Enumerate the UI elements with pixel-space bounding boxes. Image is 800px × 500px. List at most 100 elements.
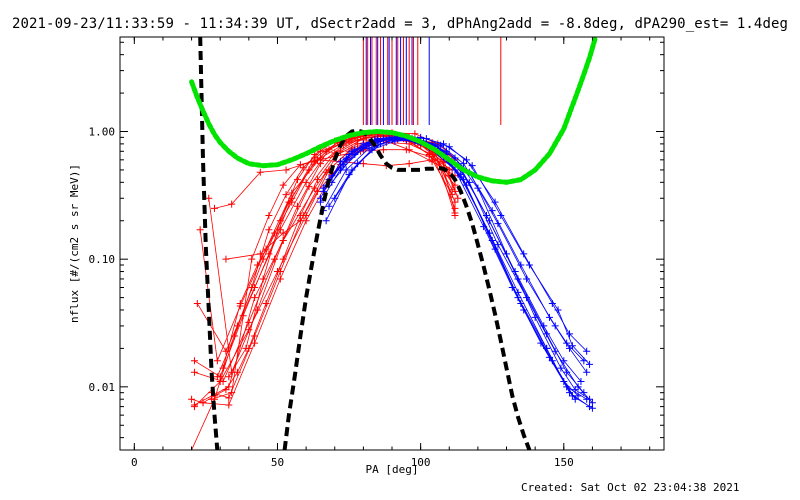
blue-series-point-12-10 (563, 339, 571, 347)
red-series-point-13-4 (282, 191, 290, 199)
blue-series-point-9-0 (331, 194, 339, 202)
blue-series-point-12-7 (494, 220, 502, 228)
blue-series-point-9-10 (568, 342, 576, 350)
red-series-point-14-0 (219, 364, 227, 372)
blue-series-point-7-11 (583, 368, 591, 376)
blue-series-point-10-1 (342, 156, 350, 164)
red-series-point-16-9 (314, 176, 322, 184)
red-series-point-10-2 (256, 168, 264, 176)
red-series-point-2-3 (271, 255, 279, 263)
blue-series-point-7-9 (545, 313, 553, 321)
red-series-point-12-1 (228, 389, 236, 397)
blue-series-point-9-9 (554, 306, 562, 314)
created-timestamp: Created: Sat Oct 02 23:04:38 2021 (521, 481, 740, 494)
red-series-point-13-11 (428, 158, 436, 166)
red-series-point-16-3 (222, 386, 230, 394)
blue-series-line-9 (334, 136, 590, 365)
red-series-point-10-0 (210, 204, 218, 212)
red-series-point-16-1 (199, 399, 207, 407)
blue-series-point-12-2 (374, 137, 382, 145)
y-axis-title: nflux [#/(cm2 s sr MeV)] (68, 164, 81, 323)
blue-series-point-5-10 (560, 357, 568, 365)
blue-series-point-8-10 (566, 330, 574, 338)
y-tick-label-0: 0.01 (89, 381, 116, 394)
blue-series-point-7-0 (322, 217, 330, 225)
blue-series-point-4-11 (588, 399, 596, 407)
red-series-point-14-1 (236, 299, 244, 307)
blue-series-point-8-0 (325, 202, 333, 210)
red-series-point-11-2 (279, 229, 287, 237)
blue-series-point-12-1 (351, 151, 359, 159)
red-series-point-9-3 (276, 275, 284, 283)
blue-series-point-3-1 (348, 147, 356, 155)
blue-series-point-5-0 (316, 198, 324, 206)
blue-series-point-11-9 (557, 364, 565, 372)
red-series-point-15-0 (225, 373, 233, 381)
red-series-point-3-11 (448, 191, 456, 199)
blue-series-point-9-8 (525, 261, 533, 269)
blue-series-line-0 (320, 138, 587, 400)
red-series-point-13-0 (213, 373, 221, 381)
red-series-point-4-4 (302, 178, 310, 186)
blue-series-point-8-6 (462, 156, 470, 164)
red-series-point-1-0 (190, 403, 198, 411)
blue-series-point-8-8 (520, 250, 528, 258)
blue-series-point-10-7 (485, 229, 493, 237)
red-series-point-12-10 (405, 160, 413, 168)
red-series-point-10-7 (379, 146, 387, 154)
blue-series-point-12-5 (442, 147, 450, 155)
x-tick-label-0: 0 (131, 456, 138, 469)
red-series-point-5-0 (196, 226, 204, 234)
red-series-point-15-3 (276, 217, 284, 225)
red-series-line-13 (216, 139, 456, 377)
blue-series-point-9-5 (445, 143, 453, 151)
y-tick-label-1: 0.10 (89, 253, 116, 266)
blue-series-point-9-1 (354, 160, 362, 168)
red-series-point-0-1 (225, 383, 233, 391)
red-series-point-4-0 (193, 299, 201, 307)
red-series-point-11-1 (256, 250, 264, 258)
blue-series-point-10-10 (560, 378, 568, 386)
red-series-point-14-5 (305, 166, 313, 174)
red-series-point-14-2 (253, 261, 261, 269)
red-series-point-0-2 (251, 294, 259, 302)
red-series-point-10-9 (425, 152, 433, 160)
blue-series-point-3-10 (571, 395, 579, 403)
blue-series-point-0-1 (336, 158, 344, 166)
vertical-markers (362, 37, 502, 125)
model-curves (189, 37, 598, 450)
y-tick-label-2: 1.00 (89, 126, 116, 139)
red-series-point-14-10 (411, 130, 419, 138)
red-series-point-10-3 (282, 166, 290, 174)
x-tick-label-2: 100 (411, 456, 431, 469)
blue-series-point-8-7 (491, 198, 499, 206)
blue-series-line-1 (322, 136, 590, 407)
blue-series-point-5-8 (511, 268, 519, 276)
red-series-point-14-4 (288, 198, 296, 206)
blue-series-point-3-9 (548, 357, 556, 365)
x-tick-label-1: 50 (271, 456, 284, 469)
blue-series-point-11-5 (451, 154, 459, 162)
blue-series-point-9-7 (497, 211, 505, 219)
red-series-point-1-11 (454, 194, 462, 202)
blue-series-point-10-9 (543, 344, 551, 352)
red-series-point-5-1 (213, 357, 221, 365)
red-series-point-2-2 (245, 318, 253, 326)
red-series-line-12 (211, 159, 456, 400)
blue-series-point-6-10 (563, 368, 571, 376)
red-series-point-16-7 (279, 255, 287, 263)
red-series-point-12-2 (248, 255, 256, 263)
blue-series-point-10-11 (574, 392, 582, 400)
blue-series-line-10 (322, 138, 579, 397)
red-series-line-2 (194, 135, 456, 382)
red-series-point-3-0 (190, 357, 198, 365)
red-series-group (188, 129, 462, 450)
blue-series-point-10-8 (514, 288, 522, 296)
red-series-point-9-1 (225, 401, 233, 409)
red-series-point-5-10 (451, 211, 459, 219)
x-axis-title: PA [deg] (366, 463, 419, 476)
red-series-point-16-5 (245, 344, 253, 352)
x-tick-label-3: 150 (554, 456, 574, 469)
blue-series-point-8-11 (583, 347, 591, 355)
